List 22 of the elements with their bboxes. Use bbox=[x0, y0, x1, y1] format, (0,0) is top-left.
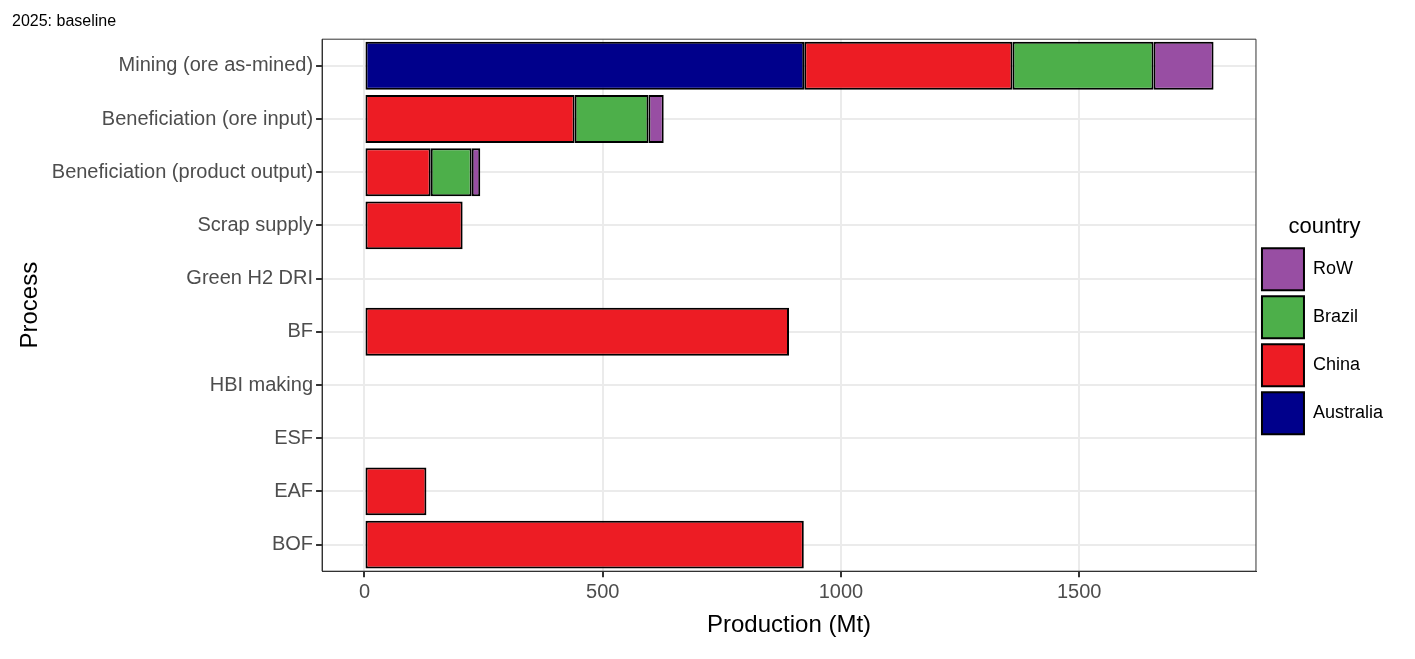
y-tick-label: BF bbox=[287, 319, 314, 342]
x-tick-label: 1000 bbox=[818, 579, 864, 602]
y-tick-label: Beneficiation (ore input) bbox=[101, 106, 314, 129]
legend-title: country bbox=[1288, 212, 1361, 238]
y-tick-label: ESF bbox=[274, 425, 314, 448]
x-tick-label: 0 bbox=[358, 579, 371, 602]
x-tick-label: 1500 bbox=[1056, 579, 1102, 602]
y-tick-label: Scrap supply bbox=[197, 212, 314, 235]
legend-label: Australia bbox=[1312, 402, 1384, 423]
text: 2025: baseline bbox=[12, 12, 117, 30]
y-tick-label: Green H2 DRI bbox=[186, 266, 314, 289]
legend-label: Brazil bbox=[1312, 306, 1358, 327]
y-tick-label: HBI making bbox=[209, 372, 314, 395]
legend-label: China bbox=[1312, 354, 1361, 375]
y-tick-label: Beneficiation (product output) bbox=[51, 159, 314, 182]
x-axis-title: Production (Mt) bbox=[706, 610, 872, 638]
legend-label: RoW bbox=[1312, 258, 1353, 279]
y-tick-label: Mining (ore as-mined) bbox=[118, 53, 314, 76]
y-tick-label: EAF bbox=[274, 478, 314, 501]
y-tick-label: BOF bbox=[271, 532, 314, 555]
y-axis-title: Process bbox=[15, 261, 43, 349]
x-tick-label: 500 bbox=[586, 579, 620, 602]
